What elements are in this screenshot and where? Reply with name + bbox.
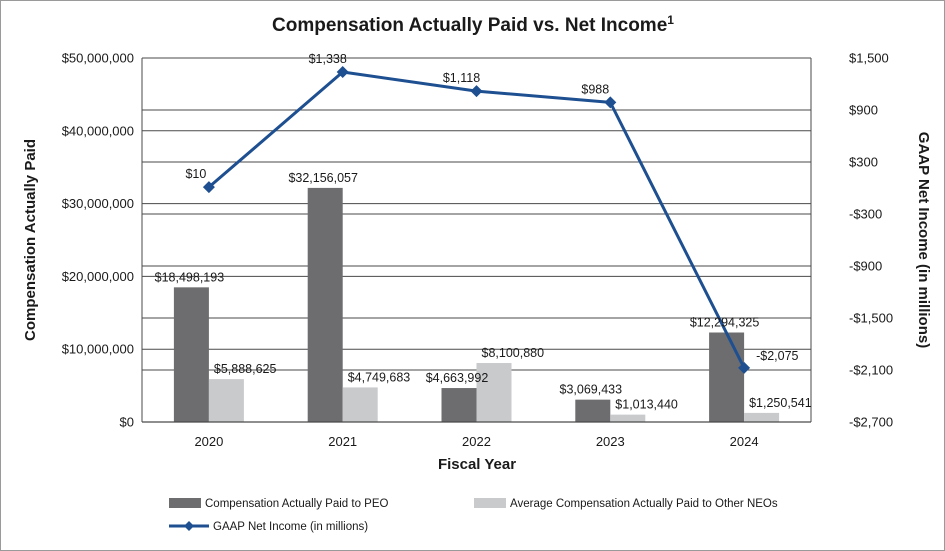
data-label-peo: $12,294,325	[690, 315, 760, 329]
legend: Compensation Actually Paid to PEO Average…	[169, 498, 778, 533]
data-label-peo: $4,663,992	[426, 371, 489, 385]
y2-tick-label: -$300	[849, 207, 882, 222]
data-labels: $18,498,193 $32,156,057 $4,663,992 $3,069,4…	[155, 52, 812, 412]
net-income-polyline	[207, 70, 746, 369]
data-label-net-income: $988	[581, 82, 609, 96]
y2-tick-label: -$2,700	[849, 415, 893, 430]
y-tick-label: $30,000,000	[62, 196, 134, 211]
x-tick-label: 2022	[462, 434, 491, 449]
bar-peo	[709, 332, 745, 422]
data-label-peo: $18,498,193	[155, 270, 225, 284]
y2-tick-label: -$2,100	[849, 363, 893, 378]
data-label-other-neos: $8,100,880	[482, 346, 545, 360]
data-label-peo: $32,156,057	[288, 171, 358, 185]
bar-other-neos	[610, 414, 646, 422]
chart-title: Compensation Actually Paid vs. Net Incom…	[272, 13, 674, 36]
bar-peo	[441, 388, 477, 422]
legend-marker-net-income	[184, 521, 194, 531]
net-income-marker	[336, 66, 349, 79]
data-label-net-income: $1,338	[309, 52, 347, 66]
net-income-marker	[738, 361, 751, 374]
y-axis-title: Compensation Actually Paid	[22, 139, 39, 341]
data-label-other-neos: $1,013,440	[615, 398, 678, 412]
legend-swatch-peo	[169, 498, 201, 508]
data-label-other-neos: $4,749,683	[348, 370, 411, 384]
bar-peo	[575, 399, 611, 422]
net-income-line	[202, 66, 751, 374]
data-label-peo: $3,069,433	[560, 383, 623, 397]
bar-other-neos	[208, 379, 244, 422]
data-label-net-income: $10	[185, 167, 206, 181]
bars	[173, 187, 780, 422]
y-tick-label: $40,000,000	[62, 123, 134, 138]
net-income-marker	[470, 85, 483, 98]
legend-label-peo: Compensation Actually Paid to PEO	[205, 498, 389, 510]
y2-axis-title: GAAP Net Income (in millions)	[915, 132, 932, 348]
y-tick-label: $10,000,000	[62, 342, 134, 357]
net-income-marker	[202, 181, 215, 194]
y2-tick-label: $300	[849, 155, 878, 170]
bar-other-neos	[744, 412, 780, 422]
net-income-marker	[604, 96, 617, 109]
y-tick-label: $0	[120, 415, 134, 430]
data-label-net-income: -$2,075	[756, 349, 798, 363]
bar-other-neos	[342, 387, 378, 422]
data-label-other-neos: $5,888,625	[214, 362, 277, 376]
y2-tick-label: $900	[849, 103, 878, 118]
x-tick-label: 2024	[730, 434, 759, 449]
x-tick-label: 2021	[328, 434, 357, 449]
y2-tick-label: -$900	[849, 259, 882, 274]
y-tick-label: $50,000,000	[62, 51, 134, 66]
chart-title-text: Compensation Actually Paid vs. Net Incom…	[272, 15, 667, 36]
y-tick-label: $20,000,000	[62, 269, 134, 284]
x-tick-label: 2023	[596, 434, 625, 449]
legend-label-other-neos: Average Compensation Actually Paid to Ot…	[510, 498, 778, 510]
y2-tick-label: $1,500	[849, 51, 889, 66]
x-axis-title: Fiscal Year	[438, 456, 516, 473]
gridlines	[142, 57, 811, 423]
data-label-other-neos: $1,250,541	[749, 396, 812, 410]
legend-swatch-other-neos	[474, 498, 506, 508]
data-label-net-income: $1,118	[443, 71, 480, 85]
y2-tick-label: -$1,500	[849, 311, 893, 326]
x-tick-label: 2020	[194, 434, 223, 449]
axes: $0 $10,000,000 $20,000,000 $30,000,000 $40,0…	[62, 51, 893, 450]
legend-label-net-income: GAAP Net Income (in millions)	[213, 521, 368, 533]
bar-peo	[173, 287, 209, 422]
bar-other-neos	[476, 363, 512, 422]
bar-peo	[307, 187, 343, 422]
chart-title-superscript: 1	[667, 13, 674, 27]
